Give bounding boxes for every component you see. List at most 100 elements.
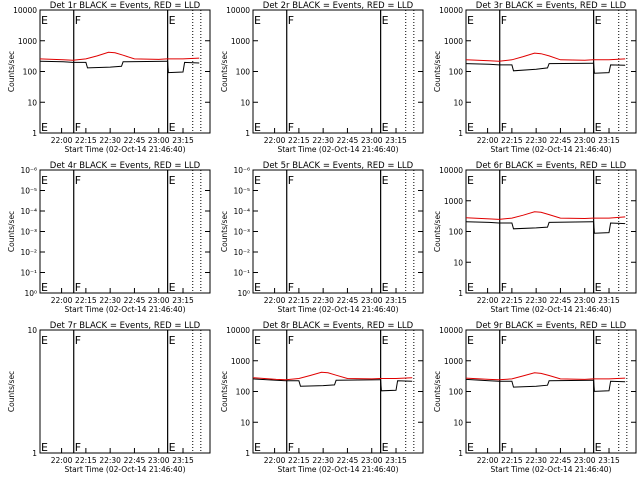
x-tick-label: 22:30 [312, 456, 334, 465]
x-tick-label: 23:00 [148, 136, 170, 145]
y-tick-label: 10 [453, 98, 463, 107]
panel-title: Det 8r BLACK = Events, RED = LLD [263, 321, 414, 331]
event-marker-label-bottom: F [288, 121, 294, 134]
y-tick-label: 100 [236, 388, 251, 397]
x-tick-label: 22:15 [288, 136, 310, 145]
event-marker-label: E [169, 14, 176, 27]
y-tick-label: 100 [449, 388, 464, 397]
y-tick-label: 10⁻² [233, 248, 250, 257]
y-axis-label: Counts/sec [7, 211, 16, 252]
event-marker-label: E [595, 14, 602, 27]
panel-title: Det 2r BLACK = Events, RED = LLD [263, 1, 414, 11]
x-axis-label: Start Time (02-Oct-14 21:46:40) [277, 145, 398, 154]
event-marker-label-bottom: E [41, 121, 48, 134]
y-tick-label: 1 [32, 449, 37, 458]
event-marker-label-bottom: E [254, 441, 261, 454]
x-tick-label: 23:15 [385, 296, 407, 305]
event-marker-label-bottom: F [501, 121, 507, 134]
panel-title: Det 3r BLACK = Events, RED = LLD [476, 1, 627, 11]
y-tick-label: 10 [240, 98, 250, 107]
x-tick-label: 22:00 [51, 136, 73, 145]
y-tick-label: 10⁻¹ [20, 269, 37, 278]
event-marker-label-bottom: F [75, 441, 81, 454]
x-tick-label: 23:15 [172, 456, 194, 465]
y-tick-label: 1000 [444, 37, 463, 46]
series-line-events [39, 60, 200, 74]
plot-frame [39, 9, 211, 134]
y-axis-label: Counts/sec [220, 51, 229, 92]
event-marker-label: F [288, 174, 294, 187]
x-axis-label: Start Time (02-Oct-14 21:46:40) [64, 465, 185, 474]
x-tick-label: 23:00 [148, 456, 170, 465]
y-axis-label: Counts/sec [7, 51, 16, 92]
y-tick-label: 10⁻⁶ [20, 166, 37, 175]
y-tick-label: 10⁰ [237, 289, 250, 298]
detector-panel-4: Det 4r BLACK = Events, RED = LLD 10⁰ 10⁻¹ 1… [7, 161, 211, 314]
event-marker-label-bottom: E [169, 121, 176, 134]
event-marker-label-bottom: E [467, 441, 474, 454]
x-tick-label: 23:00 [574, 296, 596, 305]
x-tick-label: 23:00 [574, 456, 596, 465]
x-tick-label: 23:00 [148, 296, 170, 305]
x-axis-label: Start Time (02-Oct-14 21:46:40) [64, 305, 185, 314]
x-tick-label: 22:45 [124, 456, 146, 465]
x-tick-label: 22:15 [75, 136, 97, 145]
event-marker-label-bottom: E [382, 281, 389, 294]
y-axis-label: Counts/sec [7, 371, 16, 412]
event-marker-label-bottom: E [595, 441, 602, 454]
y-tick-label: 10⁻⁶ [233, 166, 250, 175]
y-tick-label: 10000 [439, 6, 463, 15]
y-axis-label: Counts/sec [220, 211, 229, 252]
event-marker-label-bottom: E [382, 121, 389, 134]
plot-frame [465, 169, 637, 294]
event-marker-label: F [501, 334, 507, 347]
series-line-lld [39, 51, 200, 61]
plot-frame [252, 169, 424, 294]
x-tick-label: 23:15 [598, 456, 620, 465]
x-tick-label: 22:00 [264, 456, 286, 465]
event-marker-label: E [382, 174, 389, 187]
y-tick-label: 10⁻⁴ [233, 207, 250, 216]
event-marker-label: E [467, 334, 474, 347]
y-tick-label: 1000 [444, 197, 463, 206]
x-tick-label: 23:00 [361, 296, 383, 305]
x-axis-label: Start Time (02-Oct-14 21:46:40) [490, 305, 611, 314]
y-tick-label: 1 [458, 289, 463, 298]
event-marker-label: E [254, 334, 261, 347]
x-tick-label: 22:15 [501, 136, 523, 145]
y-tick-label: 100 [236, 68, 251, 77]
x-tick-label: 22:00 [477, 456, 499, 465]
x-tick-label: 23:00 [361, 136, 383, 145]
x-tick-label: 23:15 [385, 456, 407, 465]
x-tick-label: 22:15 [501, 296, 523, 305]
plot-frame [465, 9, 637, 134]
x-tick-label: 22:30 [312, 296, 334, 305]
series-line-lld [465, 372, 626, 381]
panel-title: Det 1r BLACK = Events, RED = LLD [50, 1, 201, 11]
y-tick-label: 100 [449, 228, 464, 237]
y-tick-label: 10⁻⁵ [20, 187, 37, 196]
event-marker-label: E [254, 14, 261, 27]
event-marker-label: E [595, 334, 602, 347]
event-marker-label-bottom: F [501, 441, 507, 454]
detector-panel-7: Det 7r BLACK = Events, RED = LLD 1 10 22:00… [7, 321, 211, 474]
y-tick-label: 1 [32, 129, 37, 138]
event-marker-label: E [467, 174, 474, 187]
x-tick-label: 22:00 [264, 296, 286, 305]
detector-panel-3: Det 3r BLACK = Events, RED = LLD 1 10 100 10… [433, 1, 637, 154]
x-tick-label: 22:30 [99, 456, 121, 465]
event-marker-label: E [382, 334, 389, 347]
event-marker-label: E [254, 174, 261, 187]
y-tick-label: 10000 [226, 326, 250, 335]
x-tick-label: 22:00 [51, 456, 73, 465]
y-tick-label: 10 [453, 418, 463, 427]
event-marker-label-bottom: E [169, 441, 176, 454]
panel-title: Det 5r BLACK = Events, RED = LLD [263, 161, 414, 171]
x-tick-label: 23:00 [574, 136, 596, 145]
event-marker-label-bottom: F [75, 121, 81, 134]
x-tick-label: 22:45 [550, 296, 572, 305]
x-tick-label: 22:30 [525, 456, 547, 465]
plot-frame [465, 329, 637, 454]
x-tick-label: 22:45 [550, 456, 572, 465]
